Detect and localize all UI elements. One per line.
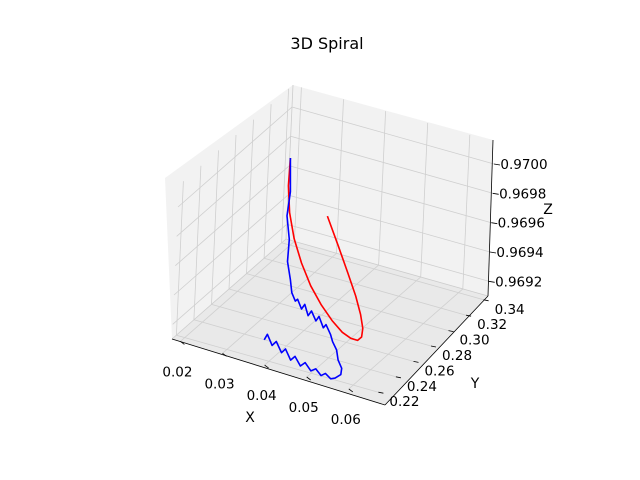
z-grid-line [286,223,489,282]
z-grid-line [172,223,287,325]
x-tick-label: 0.02 [162,364,192,380]
y-grid-line [176,181,184,336]
z-tick [491,222,498,225]
y-tick [466,314,472,317]
y-grid-line [193,319,397,378]
z-tick [488,280,495,283]
y-axis-label: Y [470,376,480,392]
x-grid-line [294,87,302,242]
x-grid-line [378,111,386,266]
y-tick [448,330,454,332]
y-grid-line [263,104,272,259]
z-tick-label: 0.9694 [496,245,543,261]
y-grid-line [211,150,219,305]
pane-edge [171,238,287,340]
z-tick-label: 0.9692 [495,274,542,290]
tick-marks [180,163,501,394]
z-tick-label: 0.9698 [499,186,546,202]
y-tick-label: 0.24 [407,379,437,395]
y-tick-label: 0.26 [424,363,454,379]
y-tick-label: 0.28 [442,348,472,364]
chart-title: 3D Spiral [290,34,363,53]
z-grid-line [173,194,289,296]
x-grid-line [462,134,471,289]
grid-lines [172,87,495,393]
y-grid-line [281,242,484,301]
z-grid-line [176,135,291,237]
z-axis-label: Z [543,202,553,218]
tick-labels: 0.02 0.03 0.04 0.05 0.06 0.220.240.260.280.30… [162,157,547,428]
y-tick [378,391,384,394]
y-axis-line [384,295,489,406]
z-grid-line [177,106,293,208]
y-grid-line [246,273,449,331]
series-layer [263,157,364,380]
z-grid-line [287,194,491,253]
z-tick-label: 0.9700 [500,157,547,173]
z-tick [489,251,497,254]
axes-edges [171,84,494,406]
z-grid-line [291,106,495,165]
y-tick [483,299,489,302]
y-grid-line [193,165,202,320]
y-tick-label: 0.22 [389,394,419,410]
x-tick-label: 0.04 [247,388,277,404]
z-tick-label: 0.9696 [498,216,545,232]
y-tick-label: 0.32 [477,317,507,333]
series-line-1 [287,157,364,342]
pane-left-wall [165,85,293,339]
x-grid-line [336,99,344,254]
y-tick [430,345,437,348]
x-tick-label: 0.06 [331,412,361,428]
series-line-2 [263,158,343,380]
x-axis-line [171,338,386,406]
y-tick-label: 0.30 [459,333,489,349]
y-grid-line [228,134,237,290]
x-grid-line [420,122,429,278]
x-tick-label: 0.03 [204,376,234,392]
x-tick [306,376,311,381]
y-grid-line [211,304,414,362]
x-tick [180,341,185,345]
z-grid-line [289,165,492,224]
x-tick [222,352,227,357]
pane-edge [285,238,489,297]
y-tick-label: 0.34 [495,302,525,318]
pane-floor [172,239,488,405]
y-grid-line [176,334,379,393]
y-tick [395,376,401,379]
x-tick [348,388,354,393]
z-grid-line [290,135,493,194]
x-axis-label: X [245,410,255,426]
y-grid-line [263,257,467,316]
y-grid-line [246,119,254,274]
z-grid-line [175,165,290,267]
y-tick [413,361,419,363]
z-tick [493,163,501,166]
z-axis-line [487,139,494,297]
x-tick-label: 0.05 [289,400,319,416]
y-grid-line [281,88,289,243]
x-tick [264,364,269,369]
z-tick [492,192,499,195]
